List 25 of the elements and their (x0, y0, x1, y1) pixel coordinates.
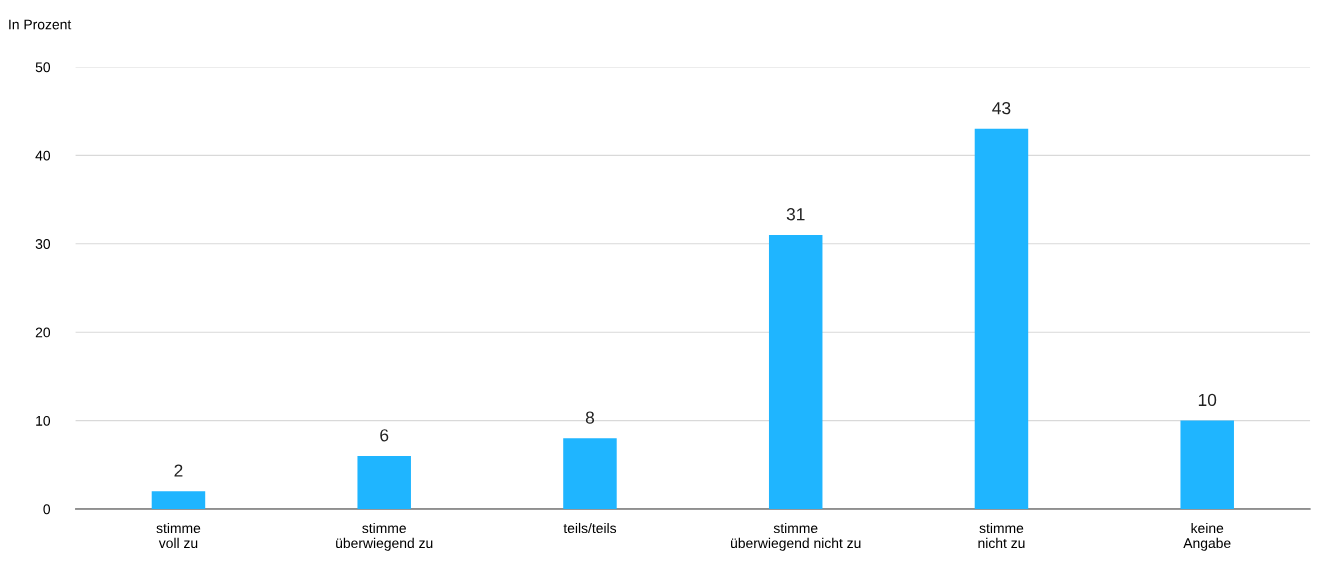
data-label: 8 (585, 411, 595, 424)
y-tick-label: 50 (35, 62, 51, 73)
y-tick-label: 20 (35, 327, 51, 338)
x-tick-label: stimme überwiegend nicht zu (731, 522, 861, 551)
data-label: 31 (786, 208, 805, 221)
y-tick-label: 40 (35, 150, 51, 161)
bar (357, 455, 411, 510)
y-axis-title: In Prozent (9, 19, 72, 30)
bar (563, 438, 617, 510)
x-tick-label: keine Angabe (1183, 522, 1231, 551)
data-label: 2 (174, 464, 183, 477)
data-label: 43 (992, 102, 1011, 115)
data-label: 6 (380, 429, 389, 442)
y-tick-label: 0 (43, 504, 51, 515)
x-tick-label: teils/teils (563, 522, 617, 534)
x-tick-label: stimme voll zu (156, 522, 201, 549)
bar (768, 234, 823, 510)
x-tick-label: stimme nicht zu (978, 522, 1025, 549)
y-tick-label: 10 (36, 415, 51, 426)
bar (1180, 420, 1234, 510)
bar (974, 128, 1029, 510)
x-tick-label: stimme überwiegend zu (336, 522, 433, 551)
data-label: 10 (1198, 393, 1217, 407)
y-tick-label: 30 (35, 239, 51, 249)
bar (151, 491, 206, 510)
